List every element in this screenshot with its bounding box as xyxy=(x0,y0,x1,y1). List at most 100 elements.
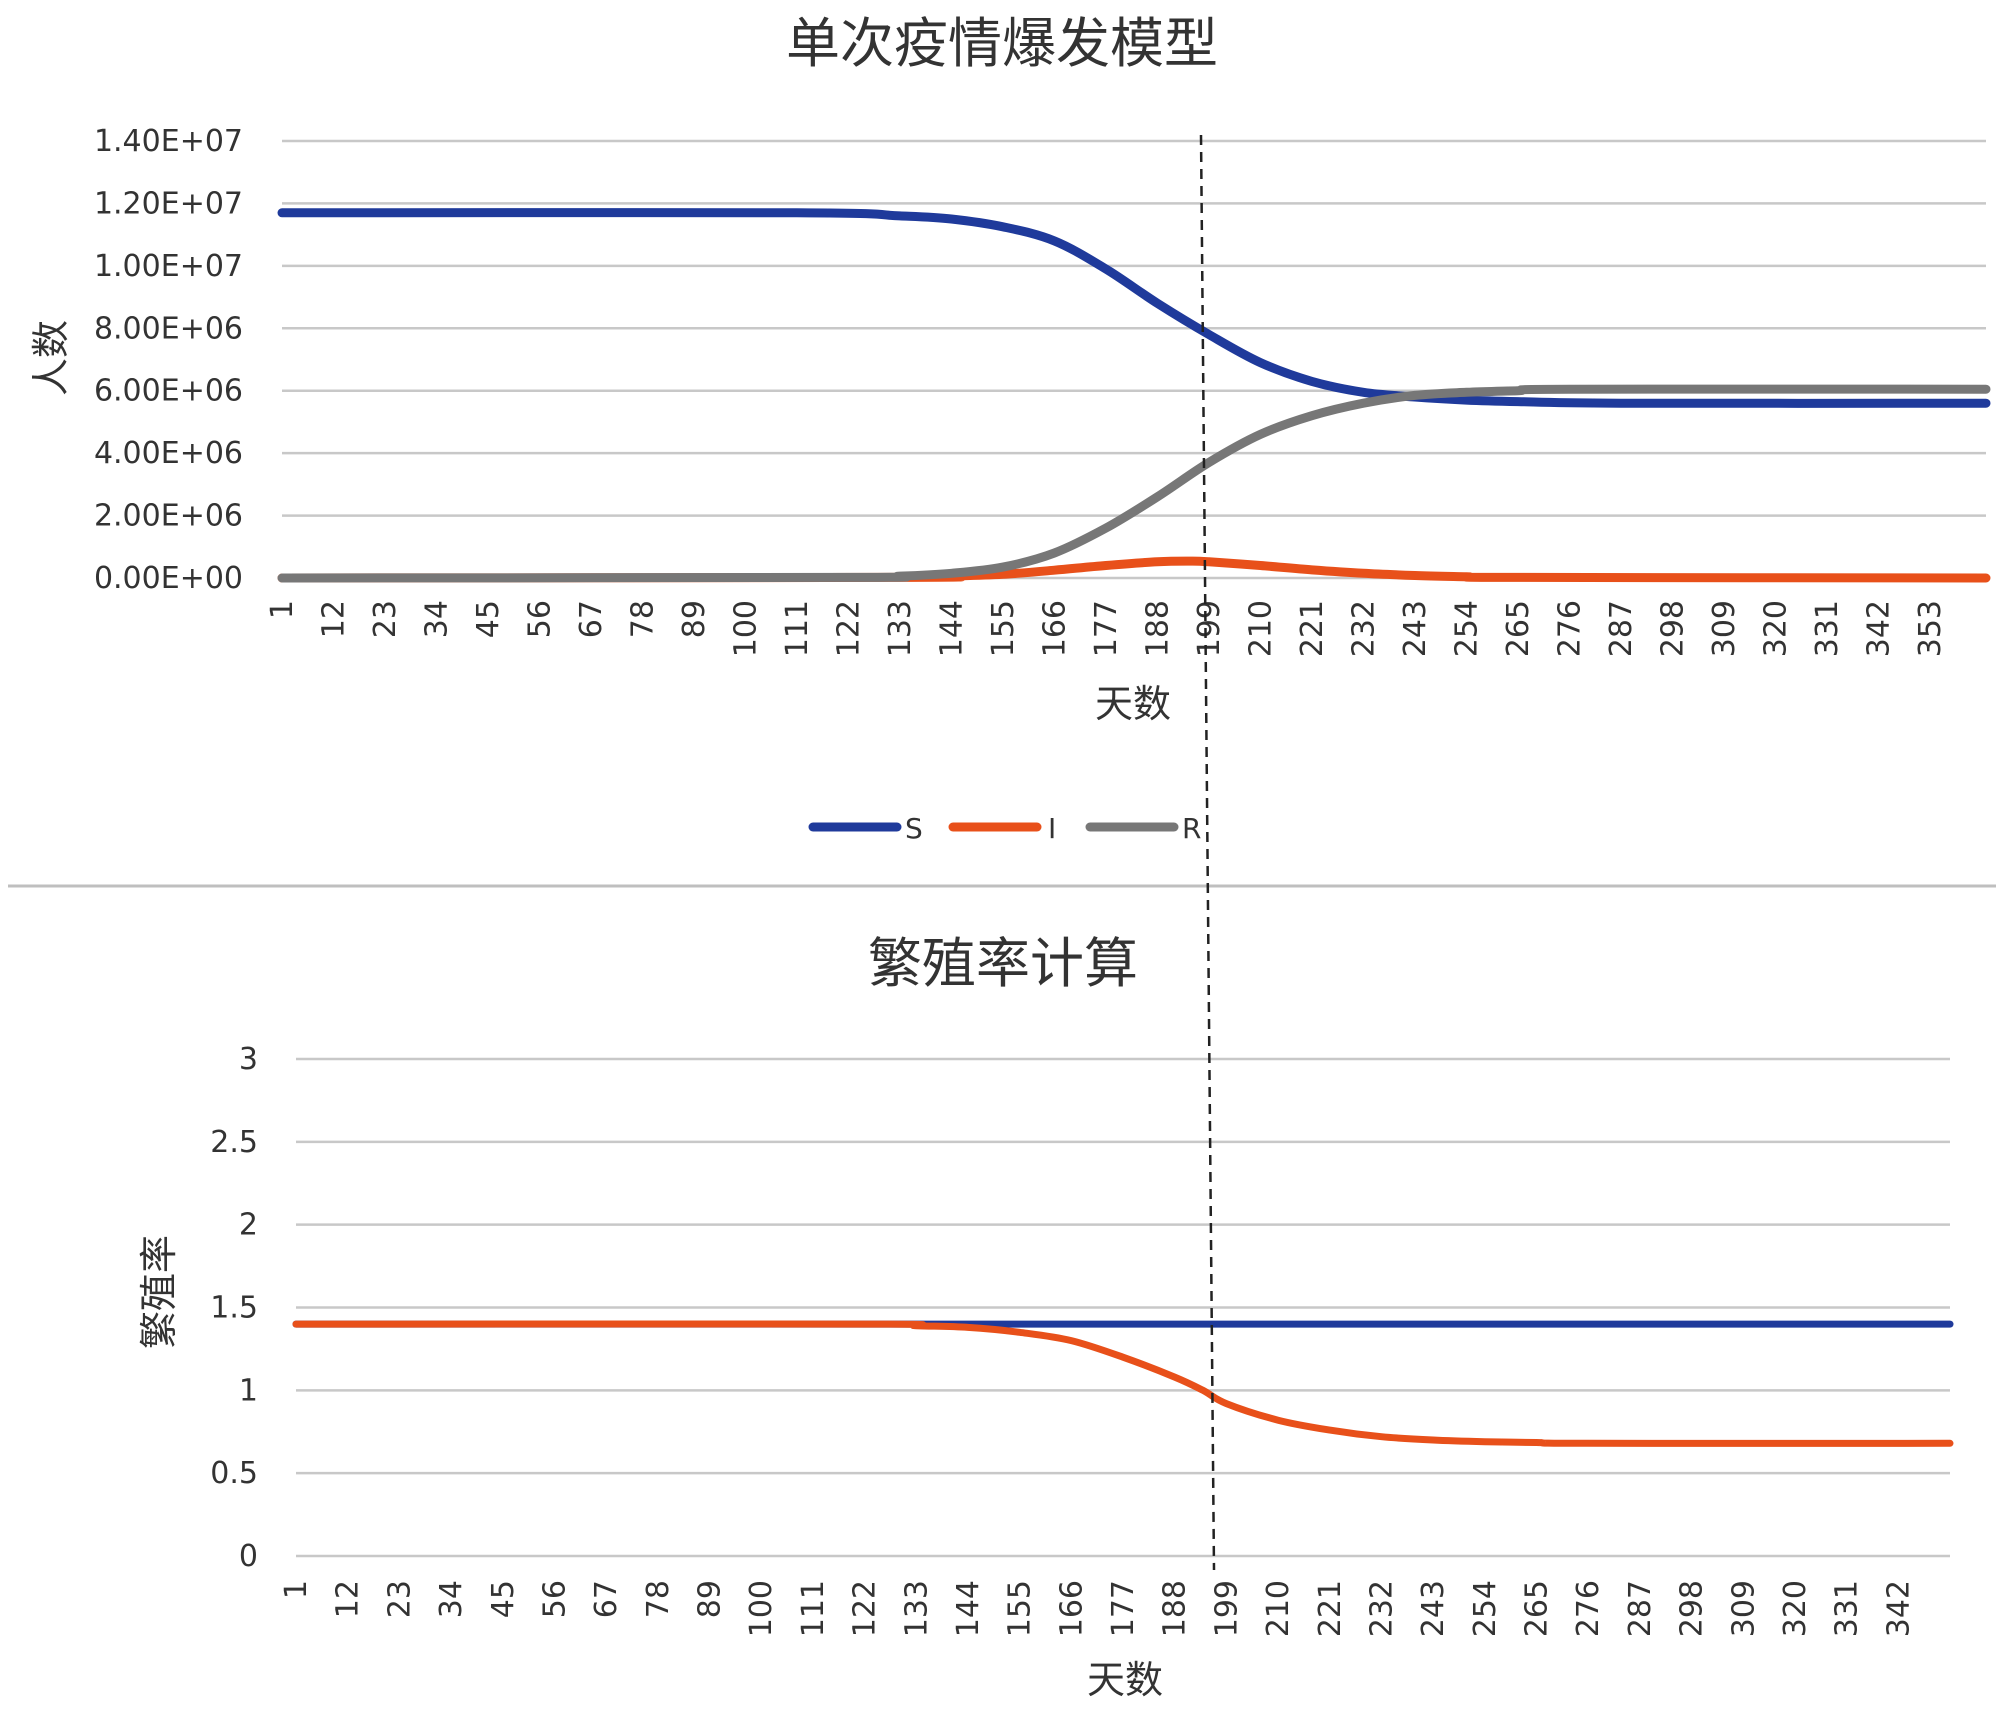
outbreak-x-tick-label: 67 xyxy=(574,600,609,638)
outbreak-x-tick-label: 320 xyxy=(1758,600,1793,657)
outbreak-y-ticks: 0.00E+00 2.00E+06 4.00E+06 6.00E+06 8.00E+06… xyxy=(94,124,243,596)
reproduction-y-ticks: 0 0.5 1 1.5 2 2.5 3 xyxy=(210,1042,258,1574)
reproduction-x-tick-label: 78 xyxy=(641,1580,676,1618)
outbreak-x-tick-label: 353 xyxy=(1913,600,1948,657)
outbreak-x-tick-label: 56 xyxy=(522,600,557,638)
outbreak-x-tick-label: 23 xyxy=(368,600,403,638)
reproduction-x-tick-label: 254 xyxy=(1468,1580,1503,1637)
outbreak-x-tick-label: 232 xyxy=(1346,600,1381,657)
reproduction-x-tick-label: 309 xyxy=(1726,1580,1761,1637)
outbreak-x-tick-label: 243 xyxy=(1398,600,1433,657)
reproduction-x-tick-label: 89 xyxy=(693,1580,728,1618)
reproduction-x-tick-label: 287 xyxy=(1623,1580,1658,1637)
reproduction-x-tick-label: 23 xyxy=(382,1580,417,1618)
reproduction-x-tick-label: 199 xyxy=(1209,1580,1244,1637)
outbreak-y-tick-label: 1.40E+07 xyxy=(94,124,243,159)
reproduction-x-tick-label: 144 xyxy=(951,1580,986,1637)
outbreak-x-tick-label: 287 xyxy=(1604,600,1639,657)
legend-label-r: R xyxy=(1182,812,1201,845)
outbreak-series xyxy=(277,208,1991,583)
outbreak-y-tick-label: 4.00E+06 xyxy=(94,436,243,471)
reproduction-x-tick-label: 67 xyxy=(589,1580,624,1618)
reproduction-x-tick-label: 177 xyxy=(1106,1580,1141,1637)
outbreak-x-tick-label: 199 xyxy=(1192,600,1227,657)
reproduction-y-tick-label: 2 xyxy=(239,1208,258,1243)
reproduction-line-series-2 xyxy=(292,1320,1954,1447)
reproduction-x-tick-label: 1 xyxy=(279,1580,314,1599)
reproduction-x-tick-label: 111 xyxy=(796,1580,831,1637)
outbreak-x-tick-label: 89 xyxy=(677,600,712,638)
reproduction-chart: 繁殖率计算 0 0.5 1 1.5 2 2.5 3 1 12 23 34 45 56 67 78 89 100… xyxy=(137,932,1954,1702)
reproduction-x-tick-label: 232 xyxy=(1364,1580,1399,1637)
outbreak-y-tick-label: 0.00E+00 xyxy=(94,561,243,596)
reproduction-x-tick-label: 122 xyxy=(848,1580,883,1637)
outbreak-y-tick-label: 1.20E+07 xyxy=(94,186,243,221)
reproduction-grid xyxy=(296,1057,1950,1558)
outbreak-x-tick-label: 111 xyxy=(780,600,815,657)
reproduction-x-tick-label: 276 xyxy=(1571,1580,1606,1637)
reproduction-x-tick-label: 221 xyxy=(1313,1580,1348,1637)
reproduction-x-tick-label: 100 xyxy=(744,1580,779,1637)
reproduction-y-tick-label: 2.5 xyxy=(210,1125,258,1160)
outbreak-x-axis-title: 天数 xyxy=(1095,682,1171,726)
reproduction-x-tick-label: 188 xyxy=(1158,1580,1193,1637)
legend-label-s: S xyxy=(905,812,923,845)
outbreak-x-tick-label: 166 xyxy=(1037,600,1072,657)
reproduction-series xyxy=(292,1320,1954,1447)
outbreak-legend: S I R xyxy=(808,812,1201,845)
outbreak-x-tick-label: 177 xyxy=(1089,600,1124,657)
outbreak-x-tick-label: 12 xyxy=(316,600,351,638)
reproduction-x-tick-label: 133 xyxy=(899,1580,934,1637)
legend-label-i: I xyxy=(1048,812,1056,845)
outbreak-x-tick-label: 276 xyxy=(1552,600,1587,657)
reproduction-x-tick-label: 45 xyxy=(486,1580,521,1618)
outbreak-x-tick-label: 34 xyxy=(419,600,454,638)
reproduction-x-tick-label: 298 xyxy=(1675,1580,1710,1637)
reproduction-x-tick-label: 342 xyxy=(1881,1580,1916,1637)
reproduction-x-tick-label: 12 xyxy=(331,1580,366,1618)
reproduction-y-tick-label: 0.5 xyxy=(210,1456,258,1491)
outbreak-x-tick-label: 45 xyxy=(471,600,506,638)
outbreak-grid xyxy=(282,139,1986,580)
reproduction-x-tick-label: 331 xyxy=(1830,1580,1865,1637)
outbreak-x-tick-label: 331 xyxy=(1810,600,1845,657)
outbreak-line-s xyxy=(277,208,1991,408)
outbreak-y-tick-label: 1.00E+07 xyxy=(94,249,243,284)
reproduction-x-axis-title: 天数 xyxy=(1087,1658,1163,1702)
outbreak-y-tick-label: 2.00E+06 xyxy=(94,499,243,534)
outbreak-x-tick-label: 1 xyxy=(265,600,300,619)
reproduction-y-tick-label: 3 xyxy=(239,1042,258,1077)
outbreak-chart: 单次疫情爆发模型 0.00E+00 2.00E+06 4.00E+06 6.00E+0… xyxy=(29,12,1991,845)
reproduction-x-ticks: 1 12 23 34 45 56 67 78 89 100 111 122 133 144 155 166 17… xyxy=(279,1580,1916,1637)
outbreak-x-tick-label: 188 xyxy=(1140,600,1175,657)
reproduction-y-tick-label: 1 xyxy=(239,1373,258,1408)
outbreak-x-tick-label: 100 xyxy=(728,600,763,657)
outbreak-chart-title: 单次疫情爆发模型 xyxy=(786,12,1218,75)
reproduction-y-tick-label: 1.5 xyxy=(210,1291,258,1326)
outbreak-y-axis-title: 人数 xyxy=(29,320,73,396)
outbreak-x-tick-label: 342 xyxy=(1861,600,1896,657)
reproduction-x-tick-label: 166 xyxy=(1054,1580,1089,1637)
reproduction-x-tick-label: 243 xyxy=(1416,1580,1451,1637)
outbreak-x-tick-label: 133 xyxy=(883,600,918,657)
outbreak-x-ticks: 1 12 23 34 45 56 67 78 89 100 111 122 133 144 155 166 17… xyxy=(265,600,1948,657)
reproduction-x-tick-label: 320 xyxy=(1778,1580,1813,1637)
reproduction-chart-title: 繁殖率计算 xyxy=(868,932,1138,995)
outbreak-x-tick-label: 265 xyxy=(1501,600,1536,657)
reproduction-x-tick-label: 34 xyxy=(434,1580,469,1618)
reproduction-x-tick-label: 265 xyxy=(1520,1580,1555,1637)
outbreak-x-tick-label: 78 xyxy=(625,600,660,638)
outbreak-y-tick-label: 8.00E+06 xyxy=(94,311,243,346)
reproduction-x-tick-label: 56 xyxy=(537,1580,572,1618)
reproduction-x-tick-label: 155 xyxy=(1003,1580,1038,1637)
reproduction-y-axis-title: 繁殖率 xyxy=(137,1235,181,1349)
outbreak-x-tick-label: 122 xyxy=(831,600,866,657)
outbreak-x-tick-label: 309 xyxy=(1707,600,1742,657)
outbreak-y-tick-label: 6.00E+06 xyxy=(94,374,243,409)
outbreak-x-tick-label: 254 xyxy=(1449,600,1484,657)
reproduction-x-tick-label: 210 xyxy=(1261,1580,1296,1637)
reproduction-y-tick-label: 0 xyxy=(239,1539,258,1574)
outbreak-x-tick-label: 221 xyxy=(1295,600,1330,657)
outbreak-x-tick-label: 210 xyxy=(1243,600,1278,657)
